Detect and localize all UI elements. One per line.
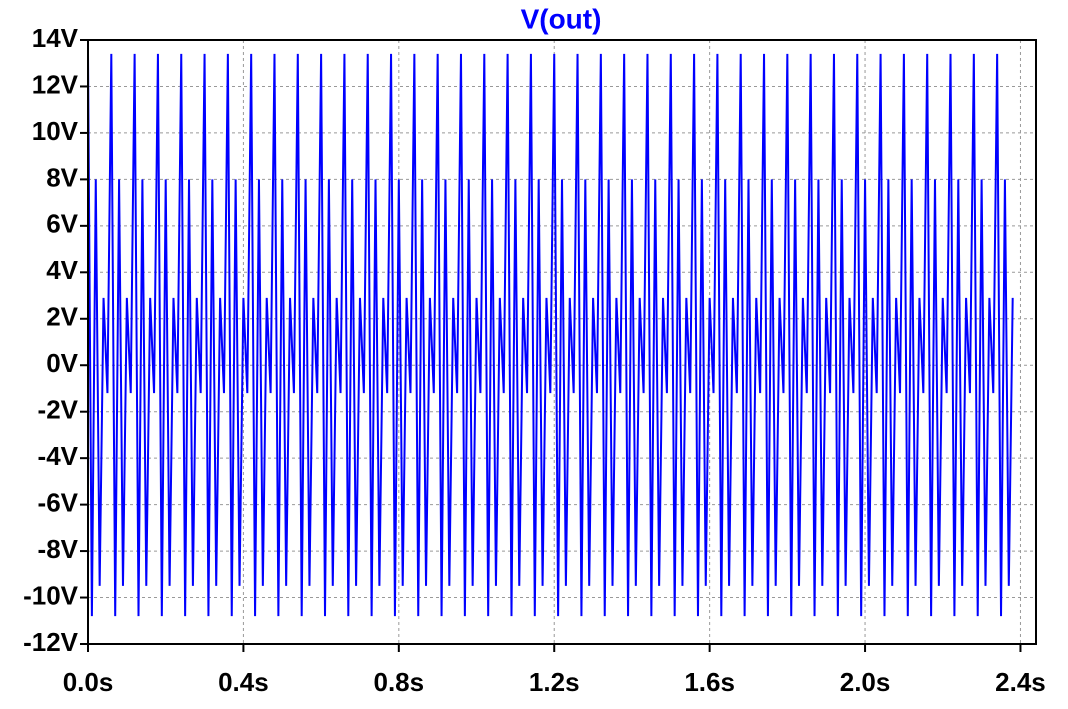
x-tick-label: 2.4s (995, 667, 1046, 697)
y-tick-label: -2V (38, 395, 79, 425)
y-tick-label: 0V (46, 348, 78, 378)
x-tick-label: 0.0s (63, 667, 114, 697)
x-tick-label: 1.6s (684, 667, 735, 697)
y-tick-label: 12V (32, 69, 79, 99)
y-tick-label: 14V (32, 23, 79, 53)
x-tick-label: 1.2s (529, 667, 580, 697)
x-tick-label: 2.0s (840, 667, 891, 697)
y-tick-label: 10V (32, 116, 79, 146)
y-tick-label: -4V (38, 441, 79, 471)
y-tick-label: 6V (46, 209, 78, 239)
y-tick-label: 8V (46, 162, 78, 192)
x-tick-label: 0.4s (218, 667, 269, 697)
y-tick-label: -8V (38, 534, 79, 564)
x-tick-label: 0.8s (374, 667, 425, 697)
series-line (87, 53, 1014, 617)
y-tick-label: -10V (23, 580, 79, 610)
y-tick-label: 2V (46, 302, 78, 332)
y-tick-label: 4V (46, 255, 78, 285)
plot-border (87, 39, 1037, 645)
y-tick-label: -6V (38, 487, 79, 517)
chart-title: V(out) (521, 3, 602, 34)
y-tick-label: -12V (23, 627, 79, 657)
